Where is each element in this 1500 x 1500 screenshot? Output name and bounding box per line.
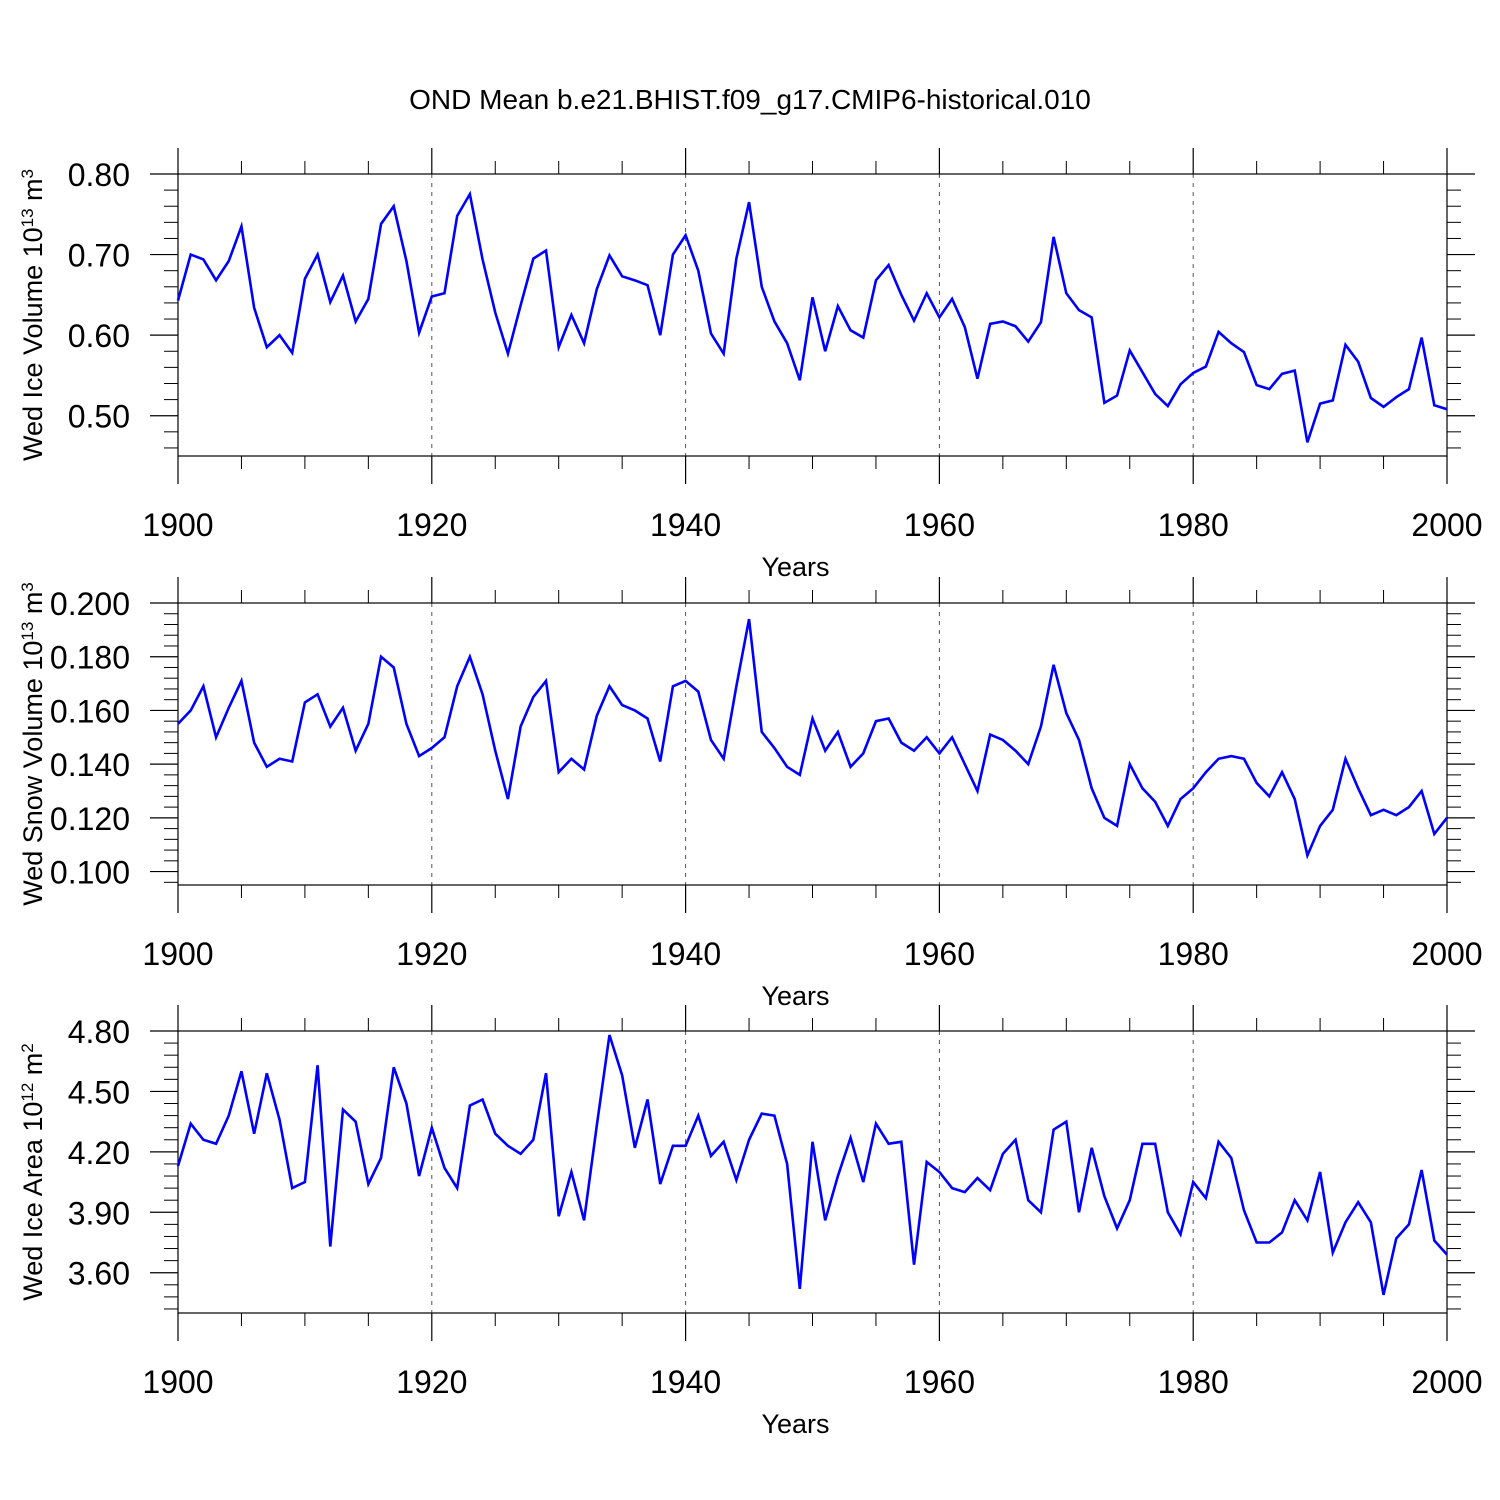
x-tick-label: 2000	[1411, 507, 1482, 543]
y-axis-label: Wed Ice Volume 1013 m3	[18, 169, 49, 461]
y-tick-label: 3.90	[68, 1195, 130, 1231]
y-tick-label: 0.140	[50, 747, 130, 783]
x-tick-label: 1980	[1158, 936, 1229, 972]
x-tick-label: 1980	[1158, 507, 1229, 543]
y-tick-label: 0.160	[50, 693, 130, 729]
series-line	[177, 618, 1449, 860]
y-tick-label: 0.70	[68, 238, 130, 274]
x-tick-label: 1900	[142, 936, 213, 972]
y-tick-label: 3.60	[68, 1256, 130, 1292]
y-tick-label: 4.80	[68, 1014, 130, 1050]
x-tick-label: 1940	[650, 936, 721, 972]
x-axis-label: Years	[761, 552, 829, 582]
x-tick-label: 1900	[142, 507, 213, 543]
plot-frame	[177, 602, 1448, 886]
x-tick-label: 1940	[650, 507, 721, 543]
x-tick-label: 2000	[1411, 936, 1482, 972]
y-tick-label: 0.50	[68, 399, 130, 435]
y-tick-label: 0.100	[50, 855, 130, 891]
x-tick-label: 1960	[904, 1364, 975, 1400]
x-tick-label: 1980	[1158, 1364, 1229, 1400]
y-tick-label: 0.60	[68, 318, 130, 354]
x-tick-label: 1900	[142, 1364, 213, 1400]
x-tick-label: 1960	[904, 507, 975, 543]
y-tick-label: 0.80	[68, 157, 130, 193]
x-tick-label: 2000	[1411, 1364, 1482, 1400]
x-axis-label: Years	[761, 981, 829, 1011]
plot-frame	[177, 1030, 1448, 1314]
y-tick-label: 0.180	[50, 640, 130, 676]
x-tick-label: 1960	[904, 936, 975, 972]
y-axis-label: Wed Ice Area 1012 m2	[18, 1043, 49, 1301]
x-tick-label: 1920	[396, 1364, 467, 1400]
y-tick-label: 4.20	[68, 1135, 130, 1171]
y-axis-label: Wed Snow Volume 1013 m3	[18, 582, 49, 906]
plot-frame	[177, 173, 1448, 457]
x-tick-label: 1940	[650, 1364, 721, 1400]
y-tick-label: 0.120	[50, 801, 130, 837]
series-line	[176, 190, 1448, 443]
x-axis-label: Years	[761, 1409, 829, 1439]
y-tick-label: 4.50	[68, 1074, 130, 1110]
x-tick-label: 1920	[396, 507, 467, 543]
figure-title: OND Mean b.e21.BHIST.f09_g17.CMIP6-histo…	[409, 84, 1091, 115]
x-tick-label: 1920	[396, 936, 467, 972]
series-line	[176, 1034, 1448, 1296]
y-tick-label: 0.200	[50, 586, 130, 622]
